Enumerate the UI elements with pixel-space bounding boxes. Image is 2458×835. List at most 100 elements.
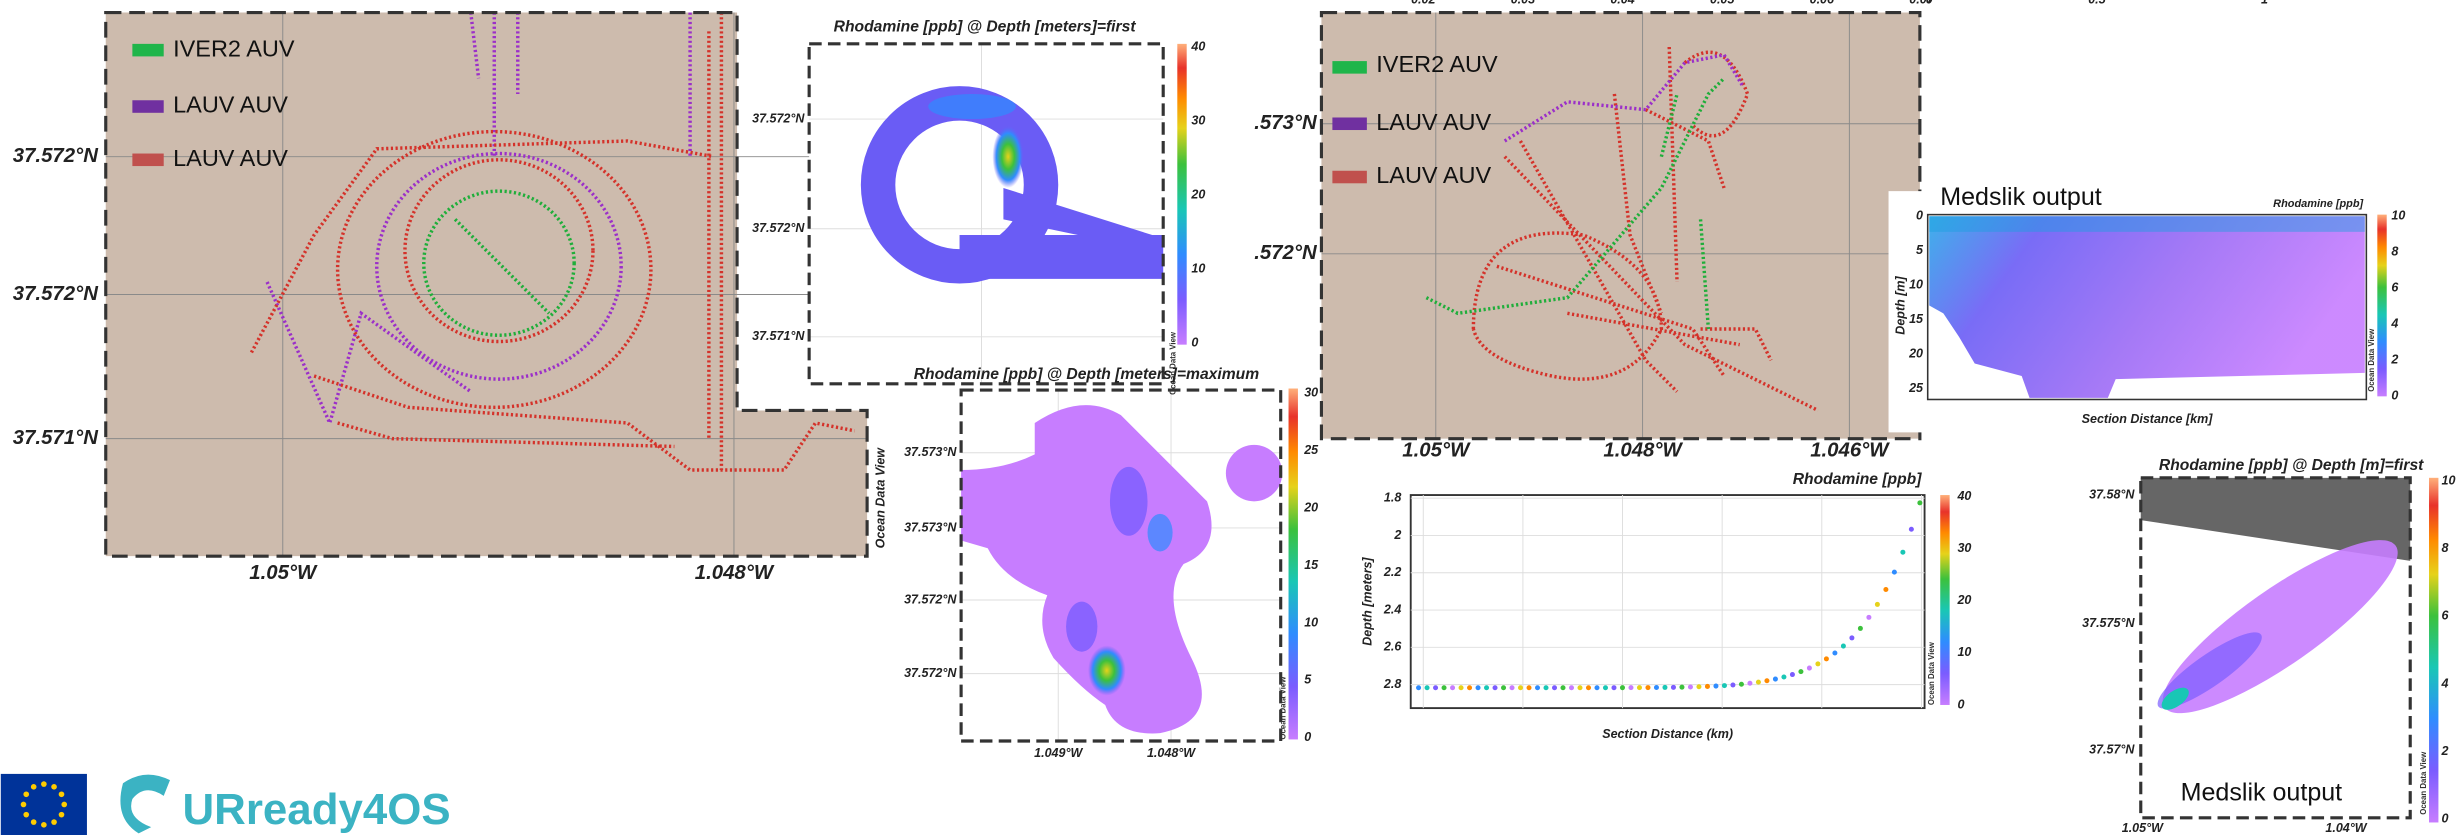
eu-star bbox=[59, 812, 65, 818]
colorbar-tick-label: 2 bbox=[2441, 744, 2449, 758]
colorbar bbox=[1940, 495, 1949, 705]
x-tick-label: 0.02 bbox=[1411, 0, 1435, 6]
colorbar bbox=[2429, 478, 2438, 823]
eu-star bbox=[41, 822, 47, 828]
panel-note: Medslik output bbox=[2181, 779, 2343, 807]
colorbar-tick-label: 0 bbox=[2442, 812, 2449, 826]
colorbar-tick-label: 0 bbox=[1957, 697, 1964, 711]
decor-point bbox=[1824, 656, 1829, 661]
concentration-field bbox=[928, 94, 1016, 119]
legend-label: LAUV AUV bbox=[173, 145, 288, 171]
decor-point bbox=[1807, 666, 1812, 671]
rhodamine-max bbox=[961, 389, 1298, 741]
y-axis-label: Depth [meters] bbox=[1361, 557, 1375, 646]
decor-point bbox=[1858, 626, 1863, 631]
y-tick-label: 10 bbox=[1909, 277, 1923, 291]
credit: Ocean Data View bbox=[2419, 751, 2428, 815]
x-tick-label: 0.05 bbox=[1710, 0, 1735, 6]
lon-label: 1.048°W bbox=[1147, 746, 1196, 760]
credit: Ocean Data View bbox=[1169, 331, 1178, 395]
brand-icon bbox=[120, 775, 170, 834]
decor-point bbox=[1425, 685, 1430, 690]
decor-point bbox=[1781, 675, 1786, 680]
decor-point bbox=[1586, 685, 1591, 690]
decor-point bbox=[1467, 685, 1472, 690]
decor-point bbox=[1569, 685, 1574, 690]
colorbar bbox=[2377, 215, 2386, 397]
brand-name: URready4OS bbox=[183, 785, 451, 834]
decor-point bbox=[1611, 685, 1616, 690]
decor-point bbox=[1798, 669, 1803, 674]
decor-point bbox=[1560, 685, 1565, 690]
y-tick-label: 0 bbox=[1916, 209, 1923, 223]
legend-swatch bbox=[1332, 117, 1366, 130]
decor-point bbox=[1577, 685, 1582, 690]
eu-star bbox=[51, 784, 57, 790]
decor-point bbox=[1442, 685, 1447, 690]
decor-point bbox=[1849, 635, 1854, 640]
y-tick-label: 1.8 bbox=[1384, 490, 1401, 504]
decor-point bbox=[1773, 677, 1778, 682]
credit: Ocean Data View bbox=[2367, 328, 2376, 392]
eu-star bbox=[23, 812, 29, 818]
colorbar-tick-label: 20 bbox=[1190, 187, 1205, 201]
decor-point bbox=[1662, 685, 1667, 690]
decor-point bbox=[1815, 661, 1820, 666]
concentration-hotspot bbox=[992, 125, 1023, 188]
x-axis-label: Section Distance [km] bbox=[2082, 412, 2214, 426]
lat-label: 37.575°N bbox=[2082, 616, 2135, 630]
plot-title: Rhodamine [ppb] bbox=[1793, 471, 1922, 488]
concentration-field bbox=[1110, 467, 1148, 536]
colorbar-tick-label: 4 bbox=[2441, 676, 2449, 690]
lat-label: 37.572°N bbox=[904, 666, 957, 680]
decor-point bbox=[1628, 685, 1633, 690]
x-tick-label: 0.03 bbox=[1511, 0, 1535, 6]
colorbar-tick-label: 25 bbox=[1303, 443, 1319, 457]
decor-point bbox=[1866, 615, 1871, 620]
colorbar-tick-label: 0 bbox=[2391, 389, 2398, 403]
decor-point bbox=[1756, 680, 1761, 685]
eu-star bbox=[59, 791, 65, 797]
decor-point bbox=[1527, 685, 1532, 690]
decor-point bbox=[1892, 570, 1897, 575]
colorbar-tick-label: 5 bbox=[1304, 673, 1312, 687]
lat-label: 37.572°N bbox=[904, 592, 957, 606]
lat-label: 37.572°N bbox=[752, 221, 805, 235]
colorbar-tick-label: 20 bbox=[1303, 500, 1318, 514]
colorbar-tick-label: 10 bbox=[2391, 209, 2405, 223]
medslik-map bbox=[2141, 478, 2439, 823]
plot-title: Rhodamine [ppb] @ Depth [m]=first bbox=[2159, 457, 2424, 474]
decor-point bbox=[1730, 682, 1735, 687]
colorbar-tick-label: 0 bbox=[1304, 730, 1311, 744]
concentration-hotspot bbox=[1088, 645, 1126, 695]
plot-title: Rhodamine [ppb] @ Depth [meters]=first bbox=[834, 18, 1137, 35]
y-tick-label: 2.6 bbox=[1383, 640, 1402, 654]
legend-label: LAUV AUV bbox=[1376, 162, 1491, 188]
colorbar-tick-label: 10 bbox=[1957, 645, 1971, 659]
decor-point bbox=[1739, 682, 1744, 687]
legend-swatch bbox=[1332, 61, 1366, 74]
decor-point bbox=[1841, 644, 1846, 649]
lat-label: 37.572°N bbox=[13, 145, 99, 167]
y-tick-label: 2.4 bbox=[1383, 602, 1401, 616]
eu-star bbox=[23, 791, 29, 797]
x-tick-label: 1 bbox=[2261, 0, 2268, 6]
decor-point bbox=[1909, 527, 1914, 532]
legend-swatch bbox=[132, 100, 163, 113]
y-tick-label: 5 bbox=[1916, 243, 1924, 257]
decor-point bbox=[1705, 684, 1710, 689]
decor-point bbox=[1603, 685, 1608, 690]
lat-label: 37.57°N bbox=[2089, 743, 2135, 757]
plot-area bbox=[1411, 495, 1925, 708]
lat-label: 37.58°N bbox=[2089, 487, 2135, 501]
colorbar-tick-label: 40 bbox=[1956, 489, 1971, 503]
colorbar-tick-label: 8 bbox=[2391, 245, 2398, 259]
legend-label: LAUV AUV bbox=[173, 92, 288, 118]
lat-label: 37.571°N bbox=[13, 427, 99, 449]
decor-point bbox=[1900, 550, 1905, 555]
eu-star bbox=[21, 802, 27, 808]
colorbar-tick-label: 30 bbox=[1957, 541, 1971, 555]
y-tick-label: 20 bbox=[1908, 346, 1923, 360]
logos: URready4OS bbox=[1, 774, 451, 835]
decor-point bbox=[1790, 672, 1795, 677]
